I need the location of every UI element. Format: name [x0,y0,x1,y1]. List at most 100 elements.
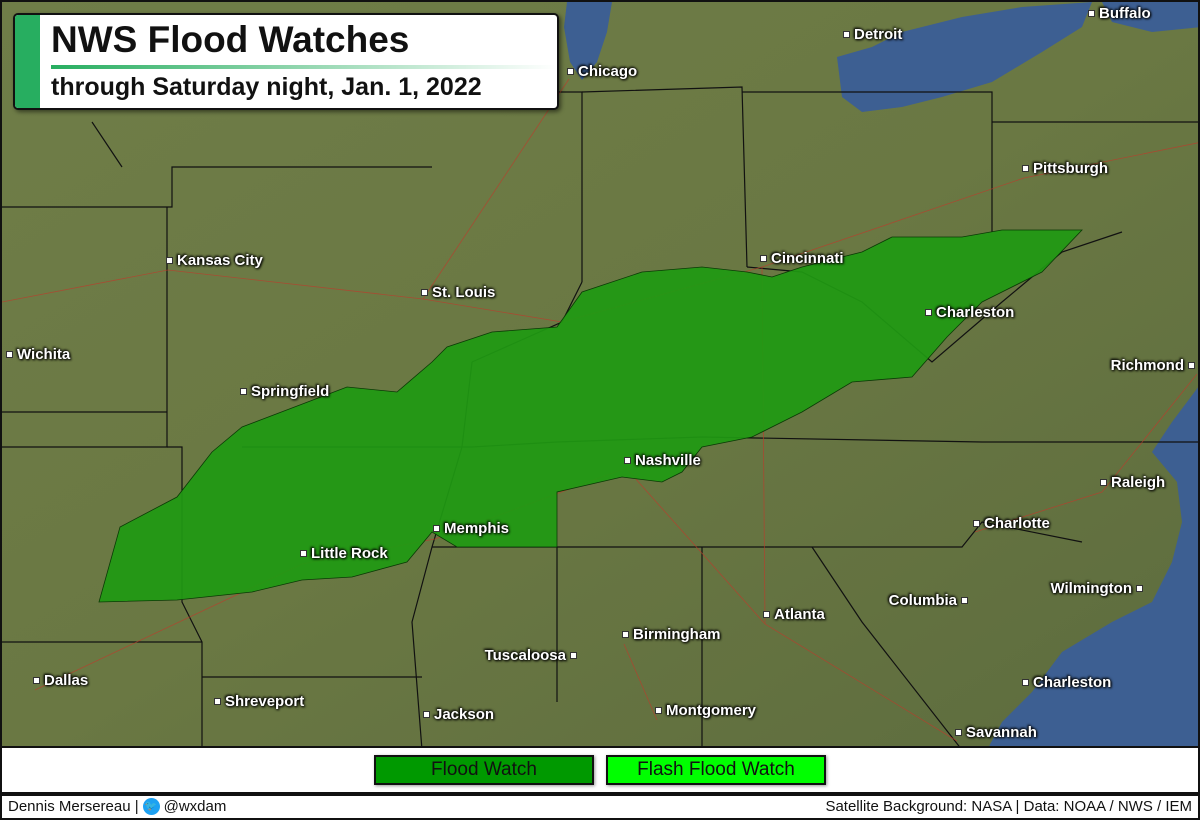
city-label: Jackson [423,706,494,723]
city-label: Springfield [240,383,329,400]
city-label: Wichita [6,346,70,363]
city-name: Charleston [1033,674,1112,691]
city-label: Columbia [889,592,968,609]
city-marker-icon [423,711,430,718]
city-name: Montgomery [666,702,756,719]
city-name: Wilmington [1050,580,1132,597]
city-label: Memphis [433,520,509,537]
city-name: Chicago [578,63,638,80]
legend-label: Flood Watch [431,759,537,780]
city-label: Buffalo [1088,5,1151,22]
city-name: St. Louis [432,284,496,301]
city-marker-icon [624,457,631,464]
city-label: Dallas [33,672,88,689]
city-marker-icon [843,31,850,38]
map-title: NWS Flood Watches [51,19,410,60]
city-label: Birmingham [622,626,721,643]
city-marker-icon [1136,585,1143,592]
city-name: Memphis [444,520,510,537]
city-name: Shreveport [225,693,305,710]
city-name: Pittsburgh [1033,160,1108,177]
city-marker-icon [433,525,440,532]
city-marker-icon [973,520,980,527]
data-sources: Satellite Background: NASA | Data: NOAA … [825,798,1192,815]
city-label: Charlotte [973,515,1050,532]
city-name: Kansas City [177,252,263,269]
city-marker-icon [567,68,574,75]
legend-flash-flood-watch: Flash Flood Watch [606,755,826,785]
city-label: Shreveport [214,693,304,710]
city-label: Richmond [1111,357,1195,374]
map: Buffalo Detroit Chicago Pittsburgh Cincinnat… [0,0,1200,748]
city-marker-icon [655,707,662,714]
twitter-handle: @wxdam [163,798,227,815]
city-marker-icon [214,698,221,705]
city-marker-icon [1100,479,1107,486]
atlantic-ocean [989,387,1198,746]
city-name: Jackson [434,706,495,723]
legend-flood-watch: Flood Watch [374,755,594,785]
title-divider [51,65,556,69]
city-marker-icon [763,611,770,618]
lake-huron-erie [837,2,1092,112]
city-marker-icon [300,550,307,557]
city-marker-icon [622,631,629,638]
city-name: Cincinnati [771,250,844,267]
city-name: Detroit [854,26,903,43]
legend-label: Flash Flood Watch [637,759,795,780]
city-name: Dallas [44,672,89,689]
city-name: Savannah [966,724,1037,741]
city-label: Pittsburgh [1022,160,1108,177]
city-label: Charleston [925,304,1014,321]
city-name: Springfield [251,383,330,400]
city-label: Raleigh [1100,474,1165,491]
city-name: Atlanta [774,606,825,623]
city-name: Buffalo [1099,5,1151,22]
city-label: Little Rock [300,545,388,562]
city-marker-icon [1088,10,1095,17]
city-name: Nashville [635,452,701,469]
city-label: Montgomery [655,702,756,719]
legend: Flood Watch Flash Flood Watch [0,748,1200,794]
city-marker-icon [1188,362,1195,369]
city-name: Tuscaloosa [484,647,566,664]
city-name: Wichita [17,346,71,363]
city-label: Detroit [843,26,902,43]
city-marker-icon [1022,165,1029,172]
author-name: Dennis Mersereau | [8,798,139,815]
city-marker-icon [1022,679,1029,686]
city-marker-icon [961,597,968,604]
city-label: Atlanta [763,606,825,623]
city-name: Little Rock [311,545,388,562]
city-marker-icon [925,309,932,316]
map-canvas [2,2,1198,746]
city-label: Wilmington [1050,580,1143,597]
city-marker-icon [760,255,767,262]
city-label: Cincinnati [760,250,844,267]
city-name: Columbia [888,592,957,609]
flood-watch-area [98,229,1083,603]
city-name: Raleigh [1111,474,1166,491]
city-name: Birmingham [633,626,721,643]
city-marker-icon [240,388,247,395]
city-marker-icon [33,677,40,684]
city-label: Nashville [624,452,701,469]
city-name: Charleston [936,304,1015,321]
city-marker-icon [570,652,577,659]
lake-ontario [1102,2,1198,32]
city-marker-icon [166,257,173,264]
city-name: Charlotte [984,515,1050,532]
city-label: Charleston [1022,674,1111,691]
city-label: Tuscaloosa [485,647,577,664]
footer: Dennis Mersereau | 🐦 @wxdam Satellite Ba… [0,794,1200,820]
city-label: St. Louis [421,284,495,301]
lake-michigan [564,2,612,80]
city-label: Savannah [955,724,1037,741]
map-subtitle: through Saturday night, Jan. 1, 2022 [51,73,482,101]
title-card: NWS Flood Watches through Saturday night… [13,13,559,110]
city-marker-icon [6,351,13,358]
city-label: Kansas City [166,252,263,269]
city-marker-icon [421,289,428,296]
twitter-bird-icon: 🐦 [142,798,160,815]
author-credit: Dennis Mersereau | 🐦 @wxdam [8,798,226,815]
